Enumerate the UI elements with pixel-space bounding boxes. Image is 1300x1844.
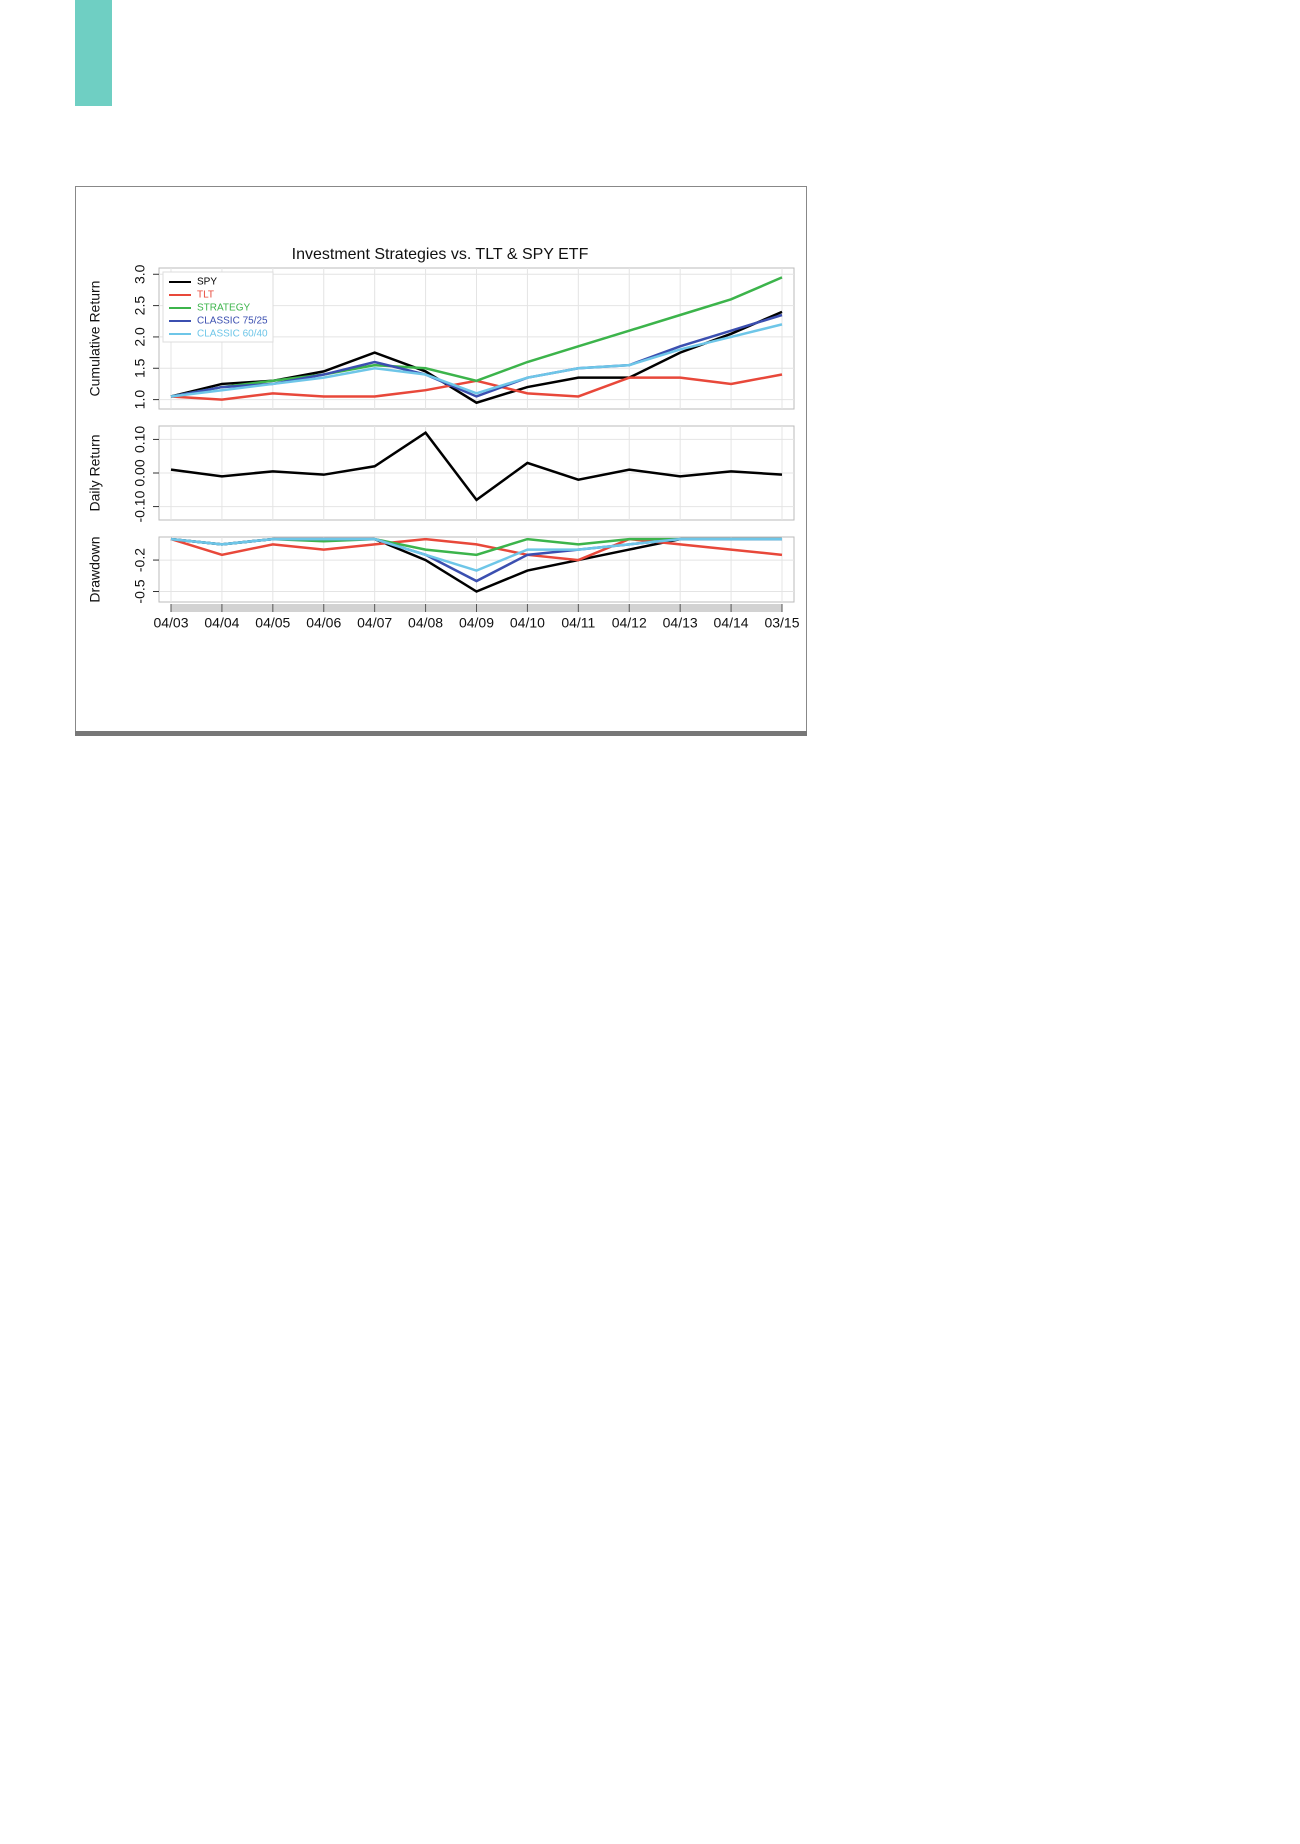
y-tick-label: 1.0 <box>132 390 148 410</box>
legend-label: SPY <box>197 277 217 288</box>
series-line <box>170 276 783 398</box>
x-tick-label: 04/05 <box>255 615 290 631</box>
y-tick-label: 3.0 <box>132 264 148 284</box>
y-tick-label: -0.2 <box>132 548 148 572</box>
y-tick-label: 1.5 <box>132 358 148 378</box>
y-tick-label: -0.5 <box>132 579 148 603</box>
y-tick-label: 2.5 <box>132 296 148 316</box>
x-tick-label: 04/13 <box>663 615 698 631</box>
legend-label: TLT <box>197 290 214 301</box>
legend-label: STRATEGY <box>197 303 250 314</box>
series-line <box>170 537 783 562</box>
figure-rule <box>75 731 807 736</box>
y-axis-title: Cumulative Return <box>87 281 103 397</box>
series-line <box>170 323 783 398</box>
x-tick-label: 04/11 <box>561 615 595 631</box>
x-tick-label: 04/03 <box>153 615 188 631</box>
x-tick-label: 03/15 <box>764 615 799 631</box>
y-axis-title: Drawdown <box>87 536 103 602</box>
x-tick-label: 04/04 <box>204 615 239 631</box>
chart-title: Investment Strategies vs. TLT & SPY ETF <box>292 246 589 263</box>
x-tick-label: 04/08 <box>408 615 443 631</box>
x-tick-label: 04/12 <box>612 615 647 631</box>
legend-label: CLASSIC 75/25 <box>197 316 268 327</box>
accent-block <box>75 0 112 106</box>
legend-box <box>162 271 274 343</box>
y-tick-label: 0.00 <box>132 459 148 486</box>
x-tick-label: 04/14 <box>714 615 749 631</box>
y-tick-label: 2.0 <box>132 327 148 347</box>
series-line <box>170 537 782 572</box>
x-tick-label: 04/06 <box>306 615 341 631</box>
legend-label: CLASSIC 60/40 <box>197 329 268 340</box>
y-axis-title: Daily Return <box>87 434 103 511</box>
y-tick-label: 0.10 <box>132 426 148 453</box>
x-tick-label: 04/09 <box>459 615 494 631</box>
x-tick-label: 04/10 <box>510 615 545 631</box>
x-tick-label: 04/07 <box>357 615 392 631</box>
series-line <box>170 431 783 502</box>
y-tick-label: -0.10 <box>132 490 148 522</box>
